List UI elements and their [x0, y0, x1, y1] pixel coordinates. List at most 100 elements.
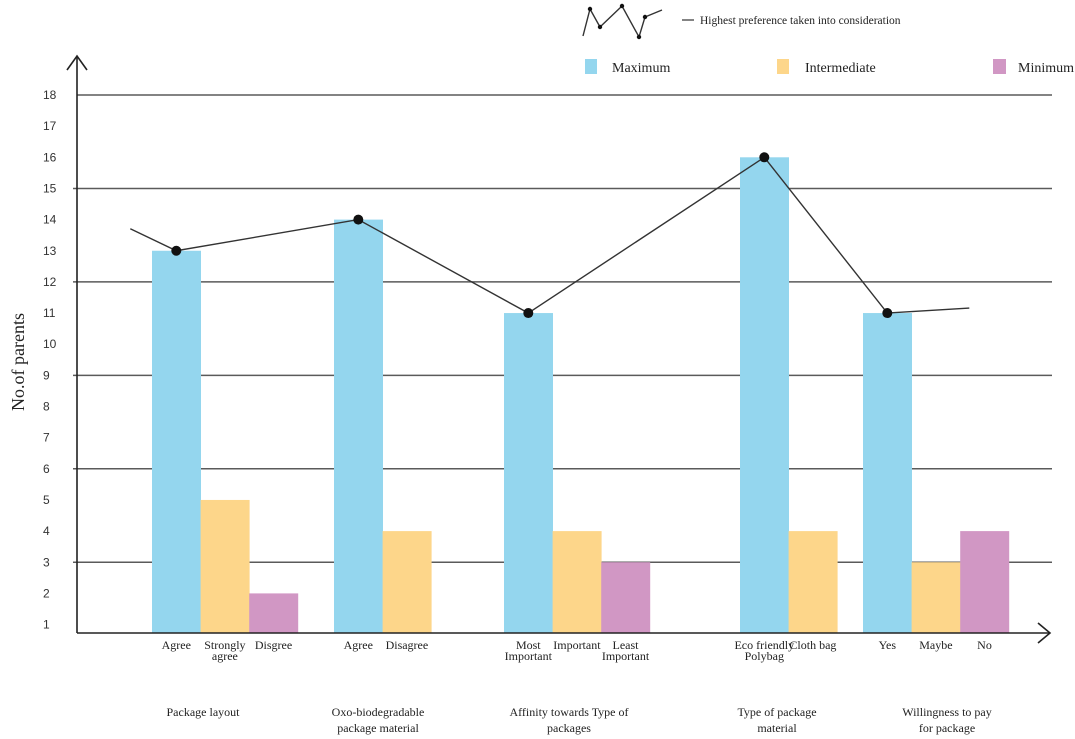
line-legend-point [597, 24, 603, 30]
legend-entry-maximum: Maximum [585, 59, 670, 76]
legend: Highest preference taken into considerat… [582, 3, 1074, 76]
group-label-line: for package [919, 721, 975, 735]
y-tick-label: 16 [43, 150, 57, 164]
preference-point [353, 214, 364, 225]
bar-category-label-line: Yes [879, 638, 897, 652]
line-legend-point [587, 6, 593, 12]
bar-category-label: Disgree [255, 638, 292, 652]
y-tick-label: 4 [43, 524, 50, 538]
legend-swatch-minimum [993, 59, 1006, 74]
bar-category-label-line: Least [613, 638, 640, 652]
bar-category-label: No [977, 638, 992, 652]
line-legend-point [619, 3, 625, 9]
bar-category-label: Cloth bag [789, 638, 836, 652]
y-tick-label: 15 [43, 181, 57, 195]
preference-point [171, 245, 182, 256]
y-tick-label: 5 [43, 493, 50, 507]
y-tick-label: 17 [43, 119, 57, 133]
legend-label-minimum: Minimum [1018, 61, 1074, 76]
bar-category-label: Maybe [919, 638, 952, 652]
group-label-line: Willingness to pay [902, 705, 992, 719]
bar-category-label-line: Eco friendly [734, 638, 794, 652]
bar-labels: Agree Strongly agree Disgree Agree Disagree Mo… [162, 638, 992, 663]
legend-line-label: Highest preference taken into considerat… [700, 15, 901, 27]
bar-intermediate [788, 531, 838, 633]
line-legend-point [636, 34, 642, 40]
y-tick-label: 6 [43, 462, 50, 476]
y-tick-label: 8 [43, 400, 50, 414]
preference-point [882, 308, 893, 319]
bar-maximum [863, 313, 912, 633]
legend-entry-intermediate: Intermediate [777, 59, 876, 76]
bar-category-label-line: Disgree [255, 638, 292, 652]
bar-category-label: Agree [344, 638, 373, 652]
legend-entry-minimum: Minimum [993, 59, 1074, 76]
bar-category-label-line: Cloth bag [789, 638, 836, 652]
group-label-line: packages [547, 721, 591, 735]
bar-maximum [504, 313, 553, 633]
bar-maximum [334, 219, 383, 633]
bar-category-label: Most Important [505, 638, 553, 663]
bar-category-label-line: Agree [344, 638, 373, 652]
legend-swatch-maximum [585, 59, 597, 74]
y-tick-label: 3 [43, 555, 50, 569]
bar-intermediate [200, 499, 250, 633]
y-tick-label: 18 [43, 88, 57, 102]
bar-intermediate [911, 562, 961, 633]
group-label: Affinity towards Type of packages [509, 705, 628, 735]
bar-minimum [960, 531, 1010, 633]
preference-point [759, 152, 770, 163]
preference-line [129, 156, 970, 314]
preference-line-series [129, 152, 970, 319]
bar-category-label-line: Important [505, 649, 553, 663]
bar-maximum [152, 250, 201, 633]
bar-category-label-line: Most [516, 638, 541, 652]
bars [152, 157, 1010, 634]
bar-intermediate [382, 531, 432, 633]
group-label: Package layout [167, 705, 241, 719]
legend-swatch-intermediate [777, 59, 789, 74]
preference-point [523, 308, 534, 319]
y-axis-label: No.of parents [8, 313, 28, 411]
bar-minimum [249, 593, 299, 633]
legend-label-maximum: Maximum [612, 61, 670, 76]
legend-line-entry: Highest preference taken into considerat… [582, 3, 901, 40]
bar-minimum [601, 562, 651, 633]
line-legend-point [642, 14, 648, 20]
y-tick-label: 2 [43, 586, 50, 600]
bar-category-label: Eco friendly Polybag [734, 638, 794, 663]
group-label-line: Type of package [737, 705, 816, 719]
y-tick-label: 14 [43, 213, 57, 227]
bar-category-label-line: Agree [162, 638, 191, 652]
line-legend-icon [582, 4, 663, 39]
y-tick-label: 9 [43, 368, 50, 382]
legend-label-intermediate: Intermediate [805, 61, 876, 76]
group-label-line: Affinity towards Type of [509, 705, 628, 719]
y-tick-labels: 18 17 16 15 14 13 12 11 10 9 8 7 6 5 4 3 2 1 [43, 88, 57, 632]
group-labels: Package layout Oxo-biodegradable package m… [167, 705, 992, 735]
bar-category-label: Least Important [602, 638, 650, 663]
group-label-line: Oxo-biodegradable [332, 705, 425, 719]
bar-category-label-line: Strongly [204, 638, 245, 652]
bar-category-label-line: agree [212, 649, 238, 663]
bar-category-label: Yes [879, 638, 897, 652]
group-label-line: Package layout [167, 705, 241, 719]
bar-maximum [740, 157, 789, 634]
group-label: Oxo-biodegradable package material [332, 705, 425, 735]
y-tick-label: 13 [43, 244, 57, 258]
bar-category-label: Important [553, 638, 601, 652]
group-label-line: package material [337, 721, 419, 735]
bar-category-label-line: Polybag [745, 649, 784, 663]
bar-category-label-line: Important [553, 638, 601, 652]
bar-category-label-line: Disagree [386, 638, 429, 652]
y-axis-arrow-icon [66, 54, 88, 71]
bar-category-label-line: No [977, 638, 992, 652]
bar-category-label: Strongly agree [204, 638, 245, 663]
bar-category-label-line: Important [602, 649, 650, 663]
group-label-line: material [757, 721, 797, 735]
y-tick-label: 12 [43, 275, 57, 289]
group-label: Type of package material [737, 705, 816, 735]
bar-category-label: Disagree [386, 638, 429, 652]
y-tick-label: 1 [43, 618, 50, 632]
